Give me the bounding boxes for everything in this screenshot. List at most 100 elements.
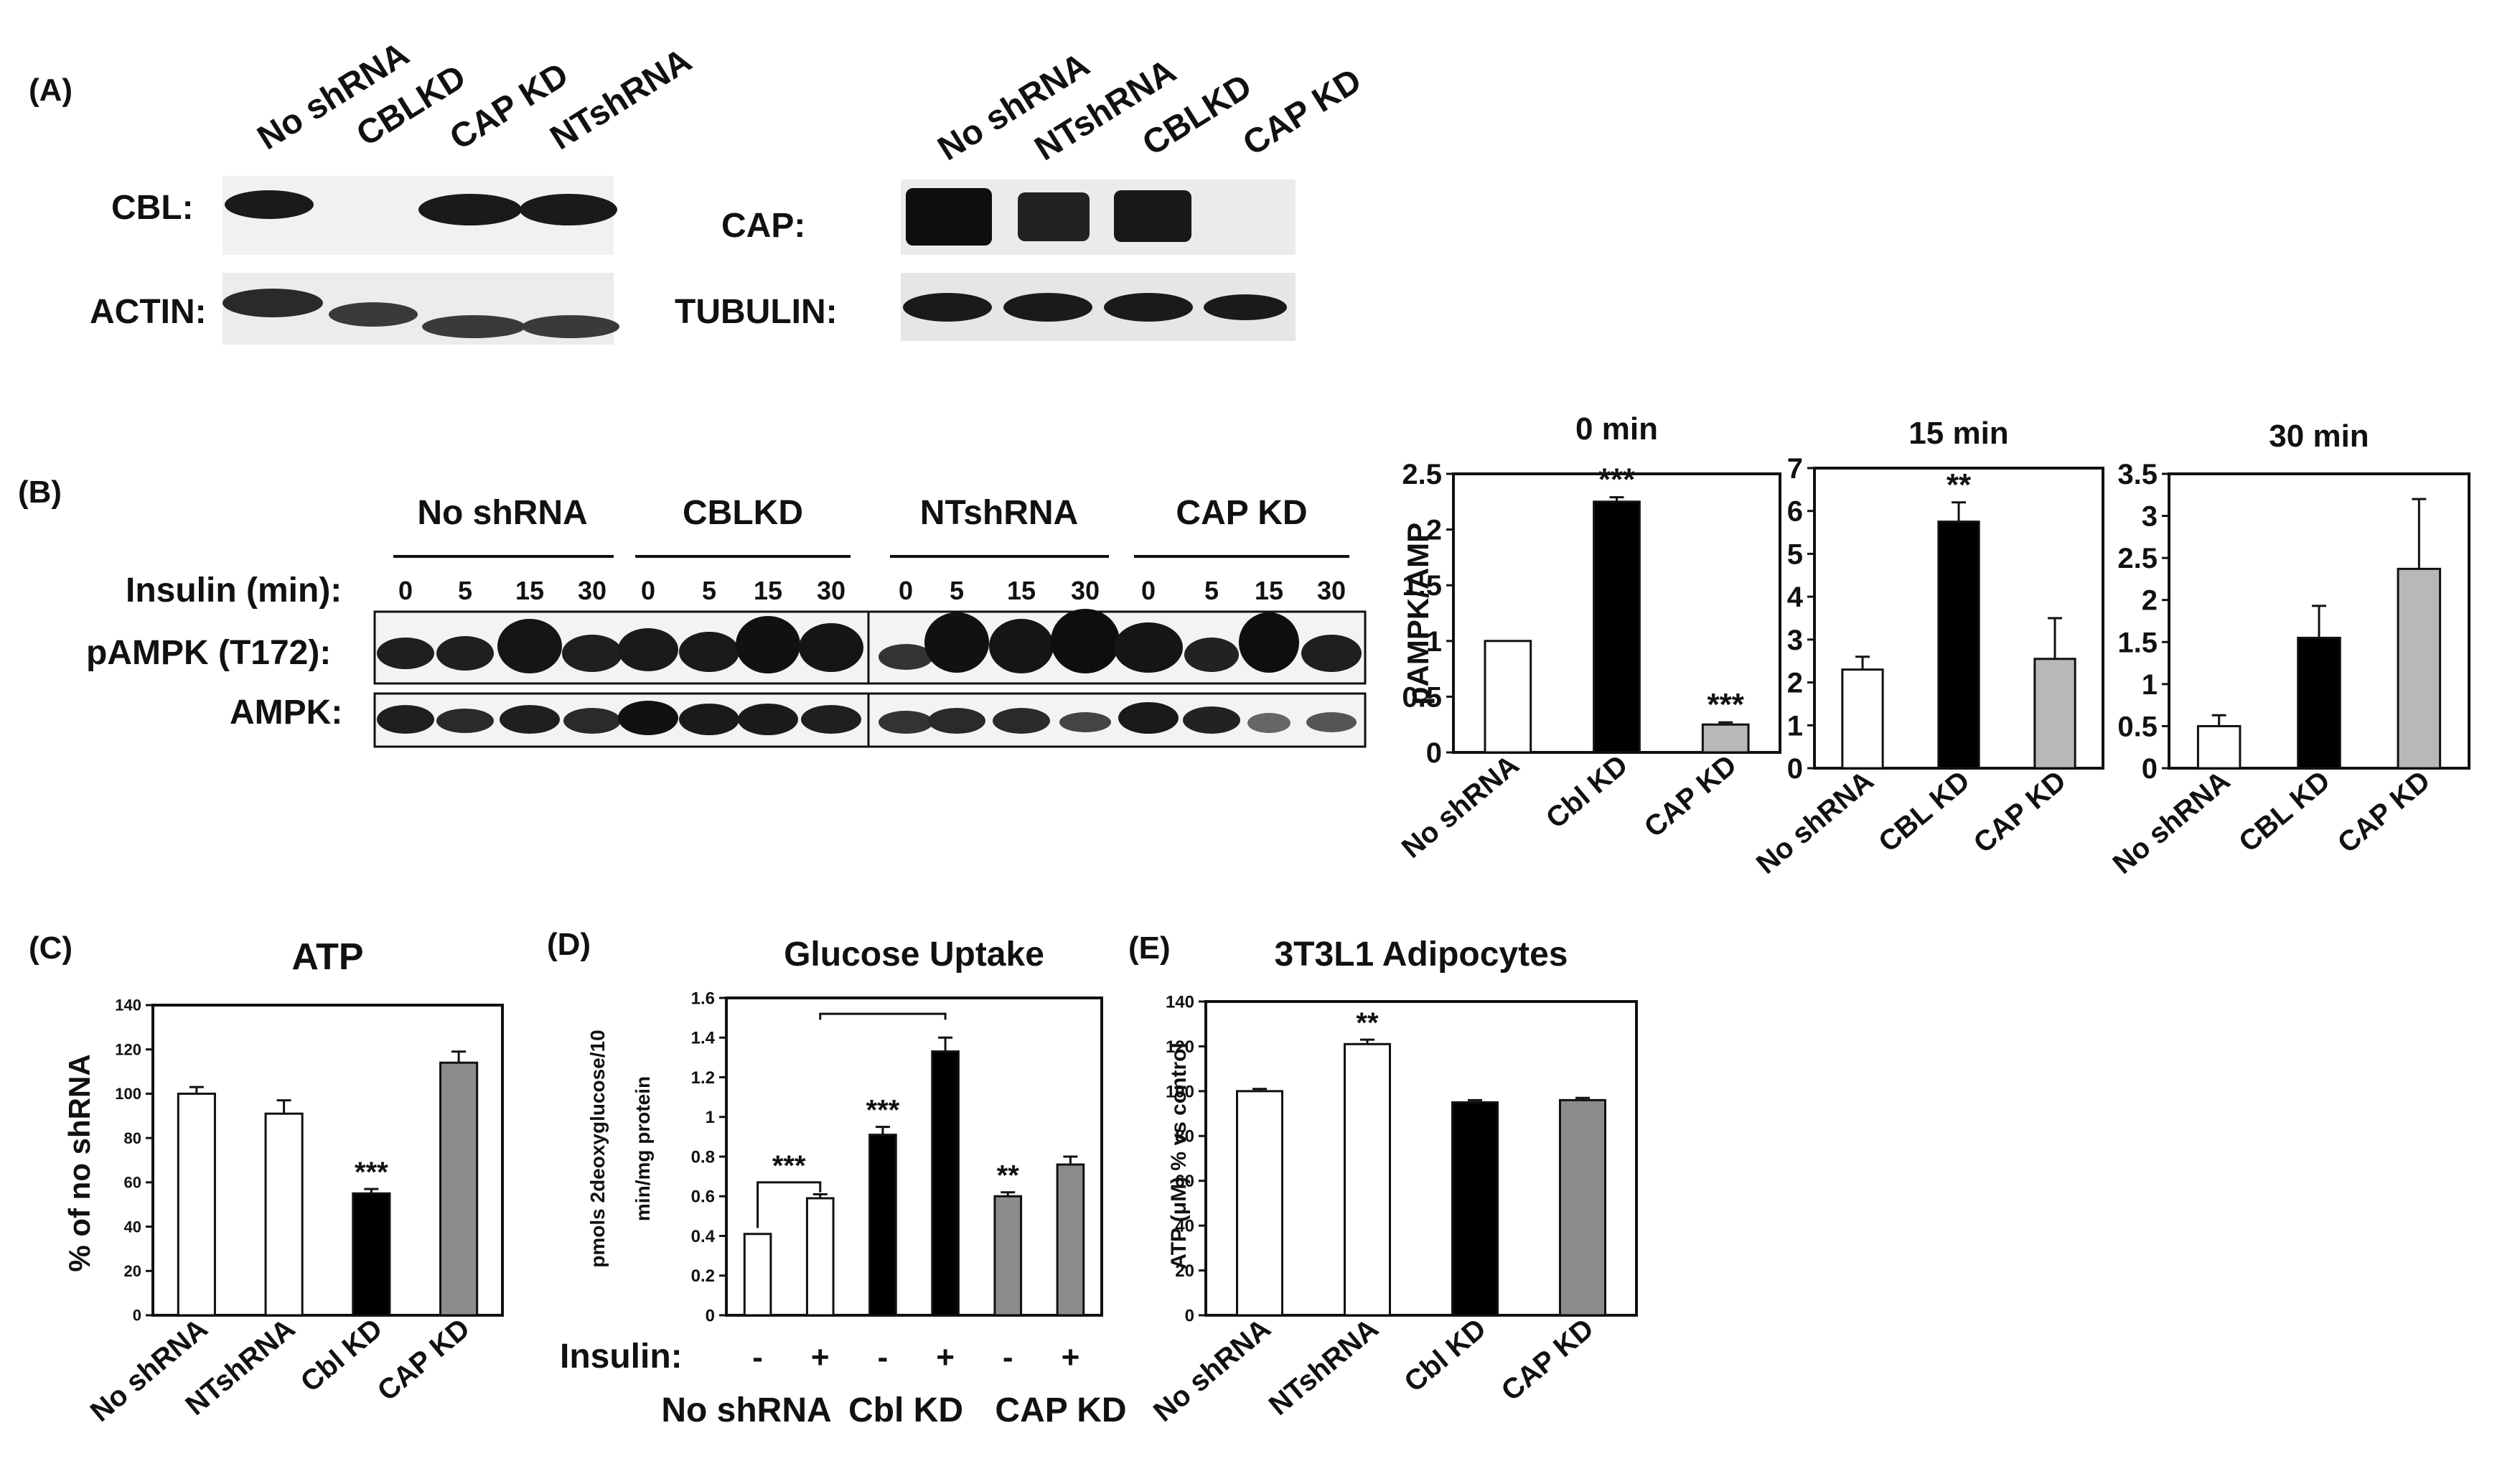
- bar: [2297, 636, 2341, 770]
- bar: [805, 1197, 835, 1317]
- y-tick-label: 20: [124, 1262, 141, 1280]
- y-tick-label: 80: [1175, 1127, 1194, 1147]
- x-tick-label: CAP KD: [372, 1312, 476, 1407]
- y-tick-label: 2: [2142, 585, 2158, 617]
- x-tick-label: -: [1003, 1340, 1013, 1375]
- y-tick-label: 60: [124, 1174, 141, 1192]
- y-tick-label: 1.2: [691, 1068, 715, 1088]
- y-tick-label: 6: [1787, 496, 1803, 528]
- significance-label: ***: [355, 1157, 388, 1188]
- plot-frame: [1204, 1000, 1638, 1317]
- x-tick-label: CAP KD: [1496, 1312, 1600, 1407]
- y-tick-label: 120: [1166, 1037, 1194, 1057]
- row-label-ampk: AMPK:: [230, 694, 342, 732]
- chart-title: 15 min: [1908, 416, 2008, 451]
- bar: [1937, 521, 1980, 770]
- panel-a-left-lanes: No shRNA CBLKD CAP KD NTshRNA: [251, 35, 698, 158]
- blot-pampk: [373, 609, 1367, 685]
- bar: [1841, 668, 1884, 770]
- panel-b-label: (B): [18, 475, 62, 510]
- y-tick-label: 0: [2142, 753, 2158, 785]
- y-tick-label: 5: [1787, 538, 1803, 570]
- group-label: No shRNA: [417, 494, 587, 532]
- y-tick-label: 1.6: [691, 989, 715, 1008]
- panel-b-group-headers: No shRNA CBLKD NTshRNA CAP KD: [393, 494, 1349, 558]
- lane-label: NTshRNA: [544, 42, 698, 158]
- bar: [1056, 1163, 1085, 1317]
- group-label: CBLKD: [683, 494, 803, 532]
- y-tick-label: 0.8: [691, 1147, 715, 1167]
- time-label: 5: [1204, 576, 1219, 605]
- significance-label: **: [1947, 467, 1972, 503]
- time-label: 5: [950, 576, 964, 605]
- y-tick-label: 3: [2142, 501, 2158, 533]
- time-label: 15: [515, 576, 544, 605]
- y-tick-label: 7: [1787, 453, 1803, 485]
- bar: [1484, 640, 1532, 754]
- y-tick-label: 100: [115, 1085, 141, 1103]
- y-tick-label: 1: [706, 1108, 715, 1127]
- row-label-cap: CAP:: [721, 207, 805, 245]
- chart-glucose-uptake: Glucose Uptake 0 0.2 0.4 0.6 0.8 1 1.2 1.4 1.6 pmo…: [586, 935, 1103, 1375]
- y-axis-label: % of no shRNA: [62, 1054, 96, 1271]
- chart-title: 0 min: [1575, 411, 1658, 447]
- y-tick-label: 2: [1787, 668, 1803, 699]
- row-label-pampk: pAMPK (T172):: [86, 634, 331, 672]
- y-tick-label: 140: [1166, 992, 1194, 1012]
- bar: [177, 1092, 216, 1317]
- comparison-bracket: [819, 1012, 947, 1020]
- glucose-group-label: CAP KD: [995, 1391, 1126, 1429]
- x-tick-label: CBL KD: [2233, 765, 2336, 858]
- time-label: 30: [1317, 576, 1346, 605]
- x-tick-label: -: [878, 1340, 889, 1375]
- chart-title: 30 min: [2269, 419, 2369, 454]
- y-tick-label: 1: [1426, 626, 1442, 658]
- x-tick-label: No shRNA: [1148, 1312, 1277, 1428]
- panel-d-label: (D): [547, 927, 591, 962]
- x-tick-label: No shRNA: [1396, 749, 1525, 864]
- group-label: NTshRNA: [920, 494, 1078, 532]
- y-tick-label: 0: [1426, 737, 1442, 769]
- y-tick-label: 2: [1426, 515, 1442, 546]
- chart-title: Glucose Uptake: [784, 935, 1044, 974]
- group-label: CAP KD: [1176, 494, 1307, 532]
- y-tick-label: 2.5: [1402, 459, 1442, 490]
- y-tick-label: 140: [115, 996, 141, 1014]
- y-axis-label: pAMPK/AMP: [1401, 523, 1435, 705]
- row-label-tubulin: TUBULIN:: [675, 293, 838, 331]
- bar: [1236, 1090, 1283, 1317]
- time-label: 15: [1255, 576, 1283, 605]
- x-tick-label: No shRNA: [2107, 765, 2236, 880]
- panel-e-label: (E): [1128, 930, 1171, 966]
- panel-a-right-lanes: No shRNA NTshRNA CBLKD CAP KD: [932, 46, 1368, 169]
- x-tick-label: CAP KD: [2332, 765, 2436, 859]
- glucose-insulin-row: Insulin: No shRNA Cbl KD CAP KD: [560, 1338, 1127, 1429]
- bar: [1344, 1042, 1391, 1317]
- y-tick-label: 1: [1787, 710, 1803, 742]
- y-axis-label: pmols 2deoxyglucose/10: [586, 1030, 609, 1267]
- x-tick-label: -: [752, 1340, 763, 1375]
- chart-title: ATP: [291, 936, 363, 978]
- y-tick-label: 0: [706, 1306, 715, 1325]
- y-tick-label: 60: [1175, 1172, 1194, 1191]
- time-label: 30: [578, 576, 606, 605]
- x-tick-label: +: [1062, 1340, 1080, 1375]
- bar: [931, 1050, 960, 1317]
- bar: [439, 1061, 479, 1317]
- time-label: 0: [641, 576, 655, 605]
- y-tick-label: 0.2: [691, 1266, 715, 1286]
- significance-label: **: [997, 1160, 1020, 1192]
- y-tick-label: 1.5: [2117, 627, 2158, 658]
- significance-label: ***: [866, 1095, 900, 1126]
- x-tick-label: NTshRNA: [1263, 1312, 1385, 1422]
- y-tick-label: 100: [1166, 1082, 1194, 1101]
- glucose-group-label: No shRNA: [661, 1391, 831, 1429]
- time-label: 30: [817, 576, 846, 605]
- chart-3t3l1-adipocytes: 3T3L1 Adipocytes 0 20 40 60 80 100 120 140 ATP (μ…: [1148, 935, 1638, 1428]
- significance-label: **: [1356, 1007, 1379, 1039]
- time-label: 30: [1071, 576, 1100, 605]
